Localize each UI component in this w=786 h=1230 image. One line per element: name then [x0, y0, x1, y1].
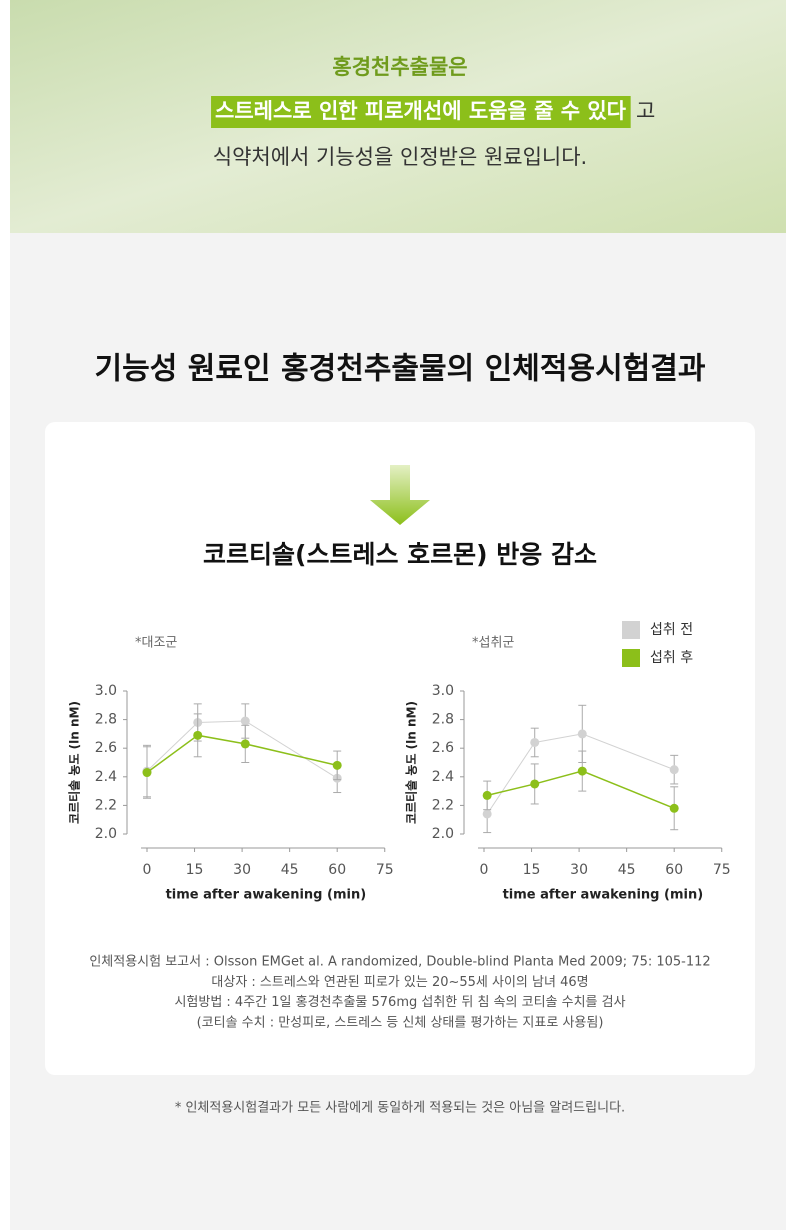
arrow — [370, 465, 430, 525]
data-point — [142, 768, 152, 778]
highlight-bg — [211, 96, 631, 128]
y-axis-label: 코르티솔 농도 (ln nM) — [404, 701, 419, 824]
data-point — [530, 737, 540, 747]
header-suffix: 고 — [636, 99, 655, 123]
header-highlight: 스트레스로 인한 피로개선에 도움을 줄 수 있다 — [215, 99, 627, 123]
footnote: * 인체적용시험결과가 모든 사람에게 동일하게 적용되는 것은 아님을 알려드… — [175, 1101, 625, 1116]
legend-swatch — [622, 621, 640, 639]
x-tick-label: 75 — [713, 862, 731, 878]
series-line — [486, 770, 675, 809]
card — [45, 422, 755, 1075]
header-line: 홍경천추출물은 — [332, 55, 467, 79]
x-tick-label: 0 — [480, 862, 489, 878]
y-tick-label: 2.6 — [432, 740, 454, 756]
data-point — [240, 739, 250, 749]
data-point — [482, 790, 492, 800]
legend-label: 섭취 전 — [650, 622, 693, 638]
subtitle: 코르티솔(스트레스 호르몬) 반응 감소 — [203, 540, 597, 569]
data-point — [669, 765, 679, 775]
x-tick-label: 45 — [281, 862, 299, 878]
y-tick-label: 2.0 — [432, 826, 454, 842]
data-point — [332, 760, 342, 770]
y-tick-label: 2.6 — [95, 740, 117, 756]
y-tick-label: 2.4 — [432, 769, 454, 785]
x-axis-label: time after awakening (min) — [503, 888, 704, 903]
legend-swatch — [622, 649, 640, 667]
data-point — [669, 803, 679, 813]
y-tick-label: 3.0 — [95, 683, 117, 699]
data-point — [577, 729, 587, 739]
series-line — [486, 733, 675, 815]
x-tick-label: 75 — [376, 862, 394, 878]
x-tick-label: 30 — [233, 862, 251, 878]
y-tick-label: 2.0 — [95, 826, 117, 842]
y-tick-label: 3.0 — [432, 683, 454, 699]
x-tick-label: 15 — [523, 862, 541, 878]
x-tick-label: 60 — [665, 862, 683, 878]
reference-note: 대상자 : 스트레스와 연관된 피로가 있는 20~55세 사이의 남녀 46명 — [211, 975, 588, 990]
x-axis-label: time after awakening (min) — [166, 888, 367, 903]
y-tick-label: 2.2 — [95, 797, 117, 813]
y-axis-label: 코르티솔 농도 (ln nM) — [67, 701, 82, 824]
x-tick-label: 15 — [186, 862, 204, 878]
y-tick-label: 2.8 — [95, 712, 117, 728]
x-tick-label: 0 — [143, 862, 152, 878]
x-tick-label: 30 — [570, 862, 588, 878]
data-point — [193, 730, 203, 740]
data-point — [530, 779, 540, 789]
chart-title: *섭취군 — [472, 636, 514, 651]
series-line — [146, 720, 338, 779]
data-point — [482, 809, 492, 819]
header-line: 식약처에서 기능성을 인정받은 원료입니다. — [213, 145, 587, 169]
y-tick-label: 2.2 — [432, 797, 454, 813]
x-tick-label: 45 — [618, 862, 636, 878]
reference-note: 인체적용시험 보고서 : Olsson EMGet al. A randomiz… — [89, 955, 710, 970]
series-line — [146, 734, 338, 774]
reference-note: (코티솔 수치 : 만성피로, 스트레스 등 신체 상태를 평가하는 지표로 사… — [197, 1015, 604, 1030]
section-title: 기능성 원료인 홍경천추출물의 인체적용시험결과 — [95, 352, 706, 387]
data-point — [577, 766, 587, 776]
x-tick-label: 60 — [328, 862, 346, 878]
chart-title: *대조군 — [135, 636, 177, 651]
reference-note: 시험방법 : 4주간 1일 홍경천추출물 576mg 섭취한 뒤 침 속의 코티… — [174, 995, 625, 1010]
legend-label: 섭취 후 — [650, 650, 693, 666]
data-point — [240, 716, 250, 726]
y-tick-label: 2.4 — [95, 769, 117, 785]
y-tick-label: 2.8 — [432, 712, 454, 728]
